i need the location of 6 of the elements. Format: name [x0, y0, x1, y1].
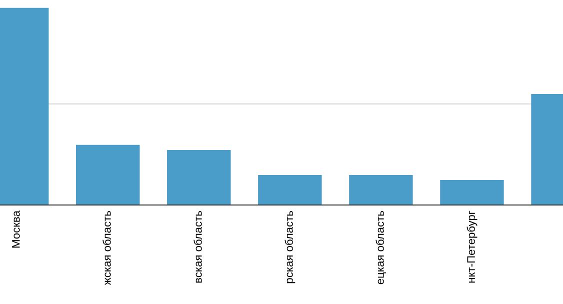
x-tick-label: Москва: [12, 210, 20, 248]
x-tick-label: вская область: [194, 211, 202, 283]
x-tick-label: жская область: [102, 211, 111, 286]
x-tick-label: ецкая область: [376, 211, 386, 284]
x-tick-label: нкт-Петербург: [466, 210, 478, 283]
x-tick-label: рская область: [284, 211, 296, 284]
